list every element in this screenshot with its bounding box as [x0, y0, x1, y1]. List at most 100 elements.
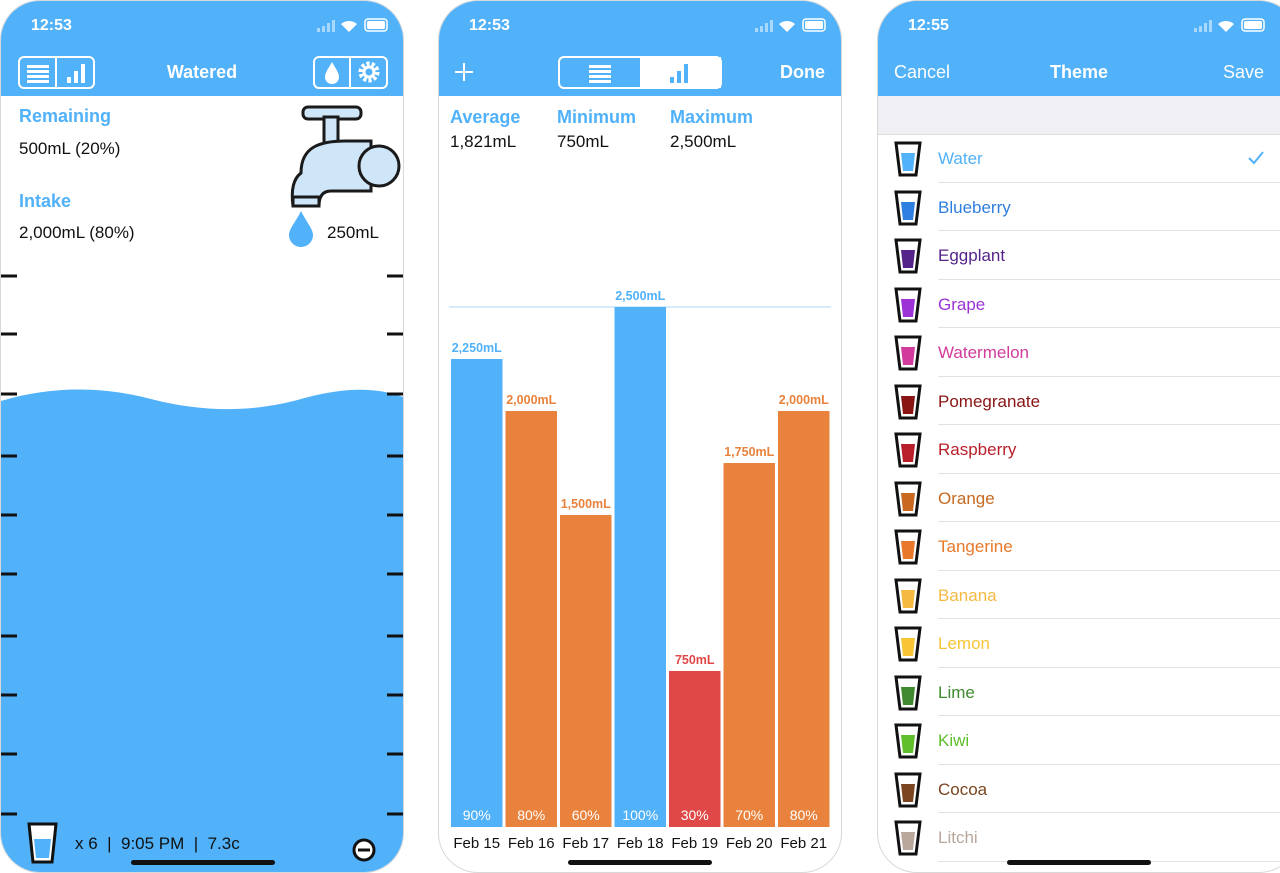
bar-value-label: 1,750mL [724, 445, 774, 459]
faucet-icon [290, 105, 401, 208]
separator [938, 521, 1280, 522]
view-toggle[interactable] [18, 56, 95, 89]
separator [938, 763, 1280, 765]
x-tick-label: Feb 15 [453, 835, 500, 852]
history-screen: 12:53 Done Average 1,821mL Minimum 750mL Max… [438, 0, 842, 873]
bar-percent: 80% [790, 807, 818, 823]
theme-row[interactable]: Lemon [878, 619, 1280, 668]
bar [778, 411, 830, 827]
settings-buttons[interactable] [313, 56, 388, 89]
theme-row[interactable]: Pomegranate [878, 377, 1280, 425]
water-scene [1, 105, 403, 872]
cup-icon [894, 723, 922, 759]
theme-name: Eggplant [938, 246, 1006, 265]
cup-fill [901, 250, 915, 268]
status-time: 12:53 [469, 17, 510, 34]
theme-name: Grape [938, 294, 986, 314]
separator [938, 812, 1280, 813]
nav-title: Theme [1049, 62, 1109, 82]
cup-fill [901, 153, 915, 171]
theme-row[interactable]: Blueberry [878, 183, 1280, 231]
home-indicator [1007, 860, 1151, 865]
cancel-button[interactable]: Cancel [894, 62, 951, 82]
cup-icon [894, 335, 922, 371]
theme-name: Orange [938, 488, 995, 508]
theme-row[interactable]: Kiwi [878, 716, 1280, 765]
remaining-label: Remaining [19, 106, 112, 126]
separator [938, 424, 1280, 425]
cup-icon [894, 190, 922, 225]
cup-icon [894, 481, 922, 516]
bar [505, 411, 557, 827]
nav-bar: 12:53 Watered [1, 1, 403, 96]
bar-value-label: 2,250mL [452, 341, 502, 355]
theme-row[interactable]: Water [878, 134, 1280, 183]
separator [938, 715, 1280, 716]
stat-value: 1,821mL [450, 132, 517, 151]
bar [723, 463, 775, 827]
cup-fill [901, 589, 915, 608]
bar-value-label: 2,000mL [779, 393, 829, 407]
cup-fill [901, 541, 915, 559]
nav-icons [455, 18, 826, 89]
theme-row[interactable]: Cocoa [878, 765, 1280, 813]
bar-value-label: 2,500mL [615, 289, 665, 303]
separator [938, 472, 1280, 474]
bar-percent: 60% [572, 807, 600, 823]
save-button[interactable]: Save [1222, 62, 1264, 82]
remove-button[interactable] [352, 838, 376, 862]
ruler [1, 274, 403, 816]
view-toggle[interactable] [558, 56, 722, 89]
theme-row[interactable]: Raspberry [878, 425, 1280, 474]
theme-name: Litchi [938, 828, 978, 847]
bar-value-label: 750mL [675, 653, 715, 667]
stat-value: 2,500mL [670, 132, 737, 151]
separator [938, 666, 1280, 668]
bar-value-label: 1,500mL [561, 497, 611, 511]
x-tick-label: Feb 18 [617, 835, 664, 852]
theme-name: Cocoa [938, 779, 988, 799]
nav-bar: 12:55 Cancel Theme Save [878, 1, 1280, 96]
separator [938, 375, 1280, 377]
theme-name: Blueberry [938, 197, 1011, 217]
status-time: 12:55 [908, 17, 949, 34]
cup-fill [901, 444, 915, 462]
theme-name: Watermelon [938, 343, 1030, 362]
cup-fill [901, 492, 915, 511]
theme-row[interactable]: Grape [878, 280, 1280, 328]
add-button[interactable] [455, 63, 473, 81]
theme-row[interactable]: Tangerine [878, 522, 1280, 571]
cup-fill [901, 201, 915, 220]
cup-icon [894, 287, 922, 322]
drop-icon [289, 211, 313, 247]
cup-icon [894, 772, 922, 807]
main-screen: 12:53 Watered Remaining 500mL (20%) Inta… [0, 0, 404, 873]
bar [560, 515, 612, 827]
cup-fill [901, 638, 915, 656]
theme-row[interactable]: Watermelon [878, 328, 1280, 377]
stat-label: Average [450, 107, 521, 127]
bar-percent: 70% [735, 807, 763, 823]
theme-row[interactable]: Lime [878, 668, 1280, 716]
bar-percent: 90% [463, 807, 491, 823]
bar-percent: 80% [517, 807, 545, 823]
bar-chart: 2,250mL 90% Feb 15 2,000mL 80% Feb 16 1,500mL 6… [449, 289, 831, 852]
checkmark-path [1248, 151, 1264, 165]
cup-fill [901, 735, 915, 753]
cup-icon [894, 820, 922, 856]
cup-icon [894, 238, 922, 274]
theme-name: Raspberry [938, 440, 1017, 459]
section-header [878, 96, 1280, 135]
done-button[interactable]: Done [780, 62, 825, 82]
theme-name: Tangerine [938, 537, 1013, 556]
cup-fill [901, 298, 915, 317]
theme-row[interactable]: Eggplant [878, 231, 1280, 280]
bar-percent: 100% [622, 807, 658, 823]
theme-row[interactable]: Banana [878, 571, 1280, 619]
theme-name: Kiwi [938, 731, 970, 750]
status-icons [317, 18, 388, 32]
theme-name: Lime [938, 682, 975, 702]
theme-row[interactable]: Litchi [878, 813, 1280, 862]
theme-row[interactable]: Orange [878, 474, 1280, 522]
